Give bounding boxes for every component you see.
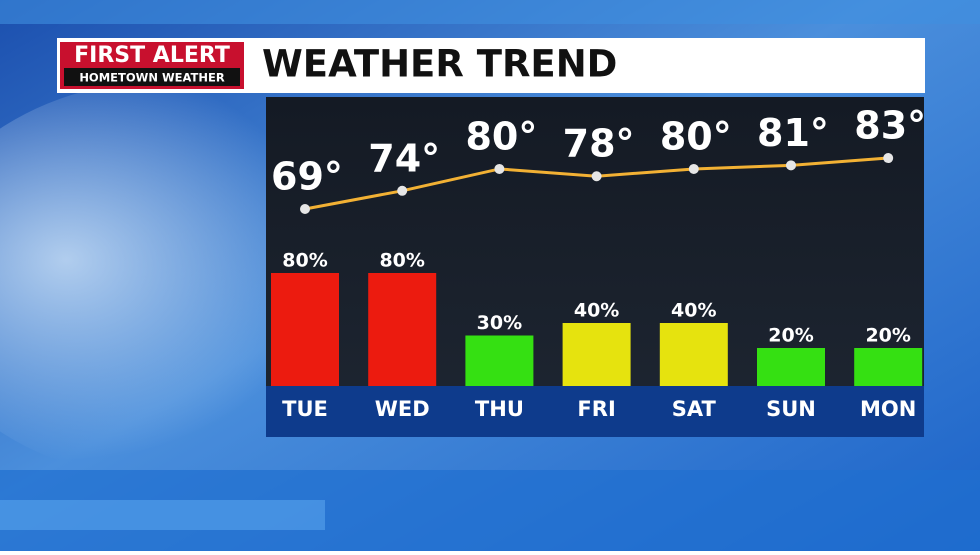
logo-top: FIRST ALERT: [74, 43, 230, 68]
day-label: MON: [860, 397, 916, 421]
logo-bottom: HOMETOWN WEATHER: [79, 71, 225, 85]
temp-label: 74°: [368, 136, 440, 180]
precip-label: 30%: [477, 312, 522, 334]
precip-label: 20%: [768, 325, 813, 347]
day-strip: [266, 386, 924, 437]
precip-bar: [465, 335, 534, 386]
title: WEATHER TREND: [262, 43, 617, 86]
precip-label: 40%: [671, 300, 716, 322]
day-label: WED: [375, 397, 430, 421]
day-label: TUE: [282, 397, 328, 421]
precip-label: 80%: [379, 250, 424, 272]
day-label: THU: [475, 397, 524, 421]
temp-point: [786, 160, 796, 171]
precip-bar: [659, 323, 728, 386]
temp-point: [397, 185, 408, 196]
band: [0, 500, 325, 530]
temp-label: 80°: [660, 114, 732, 158]
temp-label: 81°: [757, 111, 829, 155]
precip-label: 80%: [282, 250, 327, 272]
temp-label: 80°: [465, 114, 537, 158]
precip-bar: [562, 323, 631, 386]
temp-point: [591, 171, 602, 182]
precip-bar: [757, 348, 825, 386]
day-label: SAT: [672, 397, 717, 421]
temp-point: [494, 163, 505, 174]
temp-label: 69°: [271, 155, 343, 199]
band: [0, 0, 980, 24]
day-label: FRI: [577, 397, 615, 421]
day-label: SUN: [766, 397, 816, 421]
temp-label: 78°: [563, 122, 635, 166]
temp-point: [883, 153, 894, 164]
temp-label: 83°: [854, 104, 926, 148]
precip-bar: [368, 273, 437, 386]
logo-strip: [64, 68, 240, 86]
temp-point: [688, 163, 699, 174]
temp-point: [300, 204, 310, 214]
precip-label: 40%: [574, 300, 619, 322]
precip-bar: [854, 348, 923, 386]
precip-label: 20%: [865, 325, 910, 347]
precip-bar: [271, 273, 339, 386]
